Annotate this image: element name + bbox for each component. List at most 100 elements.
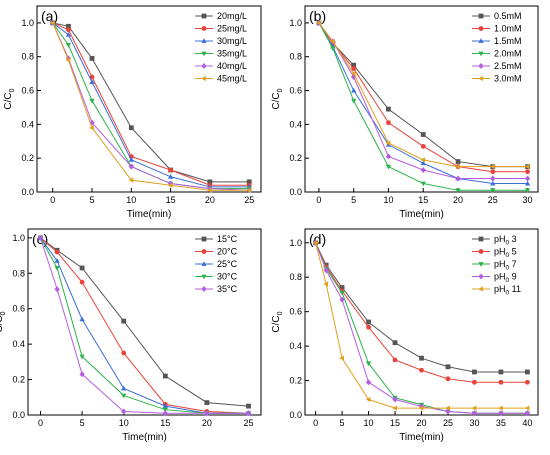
legend-item: 25°C: [195, 259, 238, 269]
legend-label: 15°C: [217, 234, 238, 244]
legend-item: 2.0mM: [472, 49, 522, 59]
data-point: [121, 350, 127, 356]
legend-label-main: 40mg/L: [217, 61, 247, 71]
legend-label-main: 30°C: [217, 272, 238, 282]
x-tick-label: 35: [496, 418, 506, 428]
y-axis-label: C/C0: [271, 88, 284, 109]
data-point: [525, 379, 530, 385]
y-axis-label-sub: 0: [0, 311, 7, 315]
chart-panel-4: 0 5 10 15 20 25 30 35 400.00.20.40.60.81.0Time(m…: [271, 228, 539, 443]
legend-item: 3.0mM: [472, 74, 522, 84]
legend-label: pH0 9: [494, 272, 517, 285]
legend-label-main: 35mg/L: [217, 49, 247, 59]
legend-label-suffix: 9: [509, 272, 517, 282]
y-axis-label: C/C0: [0, 311, 7, 332]
legend-item: 35mg/L: [195, 49, 247, 59]
x-tick-label: 0: [38, 418, 43, 428]
legend-label-sub: 0: [506, 252, 510, 259]
legend-label-main: 45mg/L: [217, 74, 247, 84]
data-point: [498, 405, 503, 411]
legend-item: 1.5mM: [472, 36, 522, 46]
data-point: [89, 79, 95, 85]
data-point: [79, 265, 85, 271]
legend-item: 20mg/L: [195, 11, 247, 21]
data-point: [490, 180, 496, 186]
data-point: [246, 179, 252, 185]
y-tick-label: 0.8: [289, 52, 302, 62]
y-tick-label: 0.6: [12, 304, 25, 314]
y-tick-label: 0.2: [21, 153, 34, 163]
x-tick-label: 40: [522, 418, 532, 428]
x-tick-label: 25: [443, 418, 453, 428]
data-point: [385, 153, 392, 160]
y-tick-label: 0.6: [21, 86, 34, 96]
chart-panel-2: 0 5 10 15 20 25 30 0.0 0.2 0.4 0.6 0.8 1.0 Time(min) C…: [271, 5, 539, 220]
data-point: [472, 379, 477, 385]
legend-label-main: 20°C: [217, 247, 238, 257]
chart-panel-3: 0 5 10 15 20 25 0.0 0.2 0.4 0.6 0.8 1.0 Time(min) C/C…: [0, 228, 262, 443]
plot-frame: [304, 228, 539, 416]
legend-label: pH0 5: [494, 247, 517, 260]
data-point: [455, 159, 461, 164]
y-axis-label: C/C0: [3, 88, 16, 109]
data-point: [245, 410, 252, 417]
y-tick-label: 1.0: [289, 18, 302, 28]
legend-marker: [478, 75, 483, 82]
series-line: [52, 22, 250, 188]
data-point: [366, 324, 371, 330]
legend-marker: [201, 38, 207, 43]
y-tick-label: 0.0: [289, 410, 302, 420]
x-axis-label: Time(min): [399, 209, 444, 220]
legend-marker: [478, 13, 484, 19]
legend-label: pH0 3: [494, 234, 517, 247]
data-point: [339, 296, 345, 303]
series-line: [318, 22, 528, 185]
series-line: [318, 22, 528, 168]
data-point: [490, 163, 495, 170]
data-point: [323, 267, 329, 274]
data-point: [339, 290, 345, 296]
data-point: [65, 57, 71, 63]
panel-label: (b): [309, 8, 326, 24]
x-tick-label: 30: [523, 195, 533, 205]
legend-label: 2.0mM: [494, 49, 522, 59]
data-point: [524, 163, 530, 170]
legend-label: 45mg/L: [217, 74, 247, 84]
legend-item: pH0 5: [472, 247, 517, 260]
y-tick-label: 0.4: [289, 341, 302, 351]
data-point: [420, 132, 426, 137]
legend-marker: [201, 261, 207, 266]
x-tick-label: 5: [80, 418, 85, 428]
legend-label-sub: 0: [506, 265, 510, 272]
data-point: [490, 175, 496, 182]
data-point: [89, 74, 95, 80]
data-point: [419, 367, 424, 373]
data-point: [420, 181, 426, 187]
legend-label: 35mg/L: [217, 49, 247, 59]
x-tick-label: 0: [50, 195, 55, 205]
legend-label-main: pH: [494, 259, 506, 269]
legend: 0.5mM 1.0mM 1.5mM 2.0mM 2.5mM 3.0mM: [472, 11, 522, 84]
data-point: [339, 355, 344, 361]
y-tick-label: 0.8: [12, 268, 25, 278]
data-point: [524, 175, 531, 182]
data-point: [89, 98, 95, 104]
legend-label-suffix: 3: [509, 234, 517, 244]
legend: 15°C 20°C 25°C 30°C 35°C: [195, 234, 238, 294]
data-point: [79, 279, 85, 285]
legend-item: 30°C: [195, 272, 238, 282]
legend-label-suffix: 5: [509, 247, 517, 257]
data-point: [455, 175, 461, 182]
x-axis-label: Time(min): [122, 432, 167, 443]
series-line: [318, 22, 528, 191]
legend-label: 30mg/L: [217, 36, 247, 46]
legend-label: 25mg/L: [217, 24, 247, 34]
legend-item: 0.5mM: [472, 11, 522, 21]
legend-label-main: 15°C: [217, 234, 238, 244]
data-point: [89, 56, 95, 61]
y-tick-label: 0.2: [289, 376, 302, 386]
data-point: [385, 164, 392, 170]
data-point: [323, 281, 329, 287]
y-tick-label: 0.2: [12, 375, 25, 385]
